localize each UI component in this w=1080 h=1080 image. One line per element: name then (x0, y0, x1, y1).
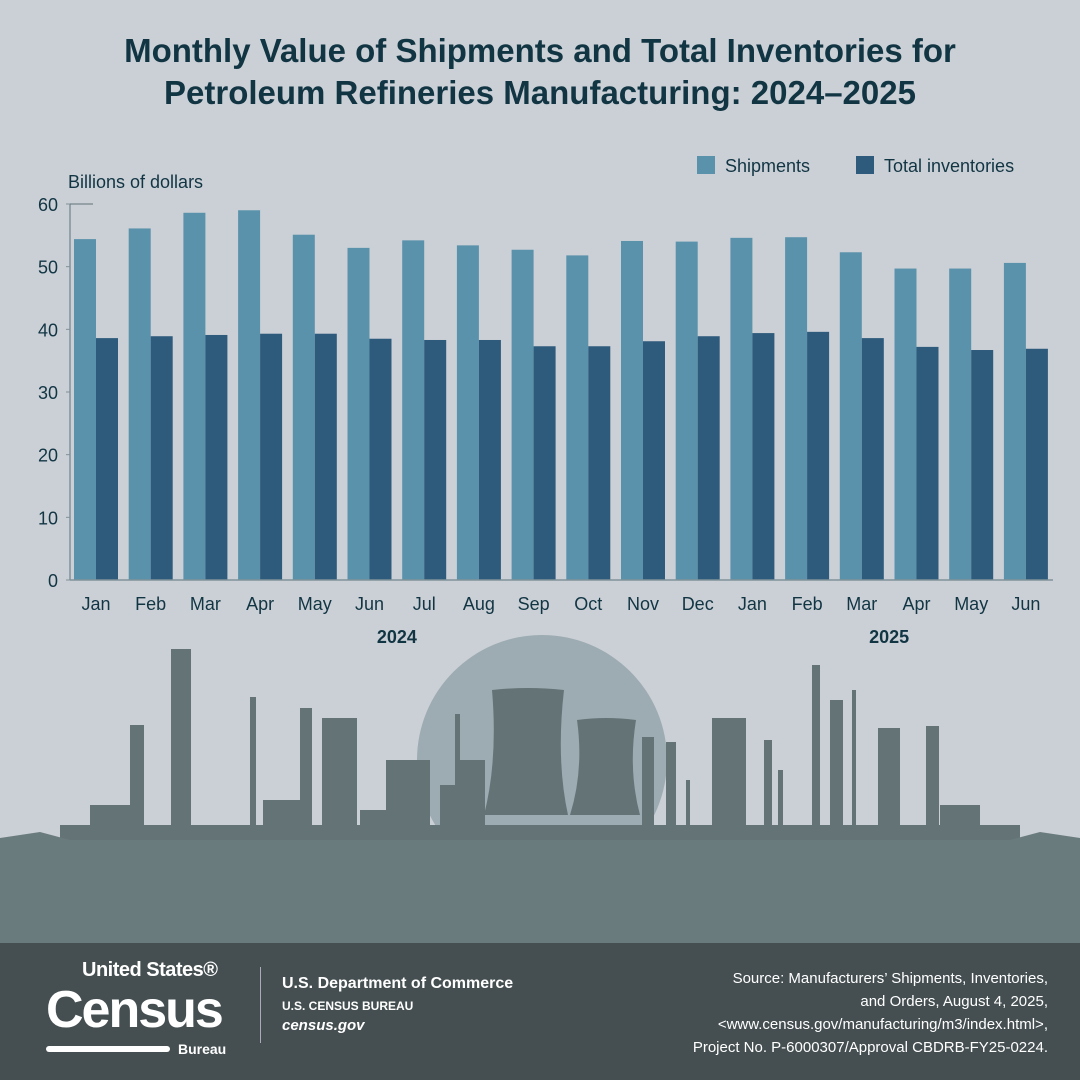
bar-shipments (621, 240, 643, 580)
x-tick-label: Mar (846, 594, 877, 614)
bar-inventories (807, 331, 830, 580)
bar-inventories (916, 346, 939, 580)
source-line: Project No. P-6000307/Approval CBDRB-FY2… (692, 1039, 1048, 1056)
title-line-1: Monthly Value of Shipments and Total Inv… (124, 32, 956, 69)
logo-bureau: Bureau (178, 1041, 227, 1057)
bar-shipments (292, 234, 315, 580)
footer: United States® Census Bureau U.S. Depart… (0, 943, 1080, 1080)
x-tick-label: Apr (902, 594, 930, 614)
x-tick-label: Dec (682, 594, 714, 614)
department-info: U.S. Department of Commerce U.S. CENSUS … (282, 975, 513, 1034)
y-tick-label: 50 (38, 258, 58, 278)
bar-inventories (150, 336, 173, 580)
bar-inventories (1025, 348, 1048, 580)
x-tick-label: Mar (190, 594, 221, 614)
bar-inventories (643, 341, 665, 580)
y-tick-label: 0 (48, 571, 58, 591)
bar-inventories (752, 333, 775, 580)
bar-shipments (566, 255, 589, 580)
x-tick-label: May (298, 594, 332, 614)
source-line: <www.census.gov/manufacturing/m3/index.h… (717, 1016, 1048, 1033)
census-bureau-logo[interactable]: United States® Census Bureau (46, 959, 246, 1067)
x-tick-label: Sep (518, 594, 550, 614)
y-tick-label: 20 (38, 446, 58, 466)
bar-shipments (402, 240, 425, 580)
bar-shipments (730, 237, 753, 580)
bar-inventories (205, 334, 228, 580)
y-tick-label: 30 (38, 383, 58, 403)
bar-shipments (1003, 262, 1026, 580)
source-note: Source: Manufacturers’ Shipments, Invent… (578, 967, 1048, 1059)
bar-inventories (369, 338, 392, 580)
x-tick-label: Jun (1011, 594, 1040, 614)
legend-label: Shipments (725, 156, 810, 176)
bar-inventories (861, 338, 884, 580)
bar-inventories (478, 339, 501, 580)
bar-shipments (238, 210, 261, 580)
legend-swatch (856, 156, 874, 174)
y-axis-label: Billions of dollars (68, 172, 203, 192)
bar-shipments (128, 228, 151, 580)
logo-underline (46, 1046, 170, 1052)
title-line-2: Petroleum Refineries Manufacturing: 2024… (164, 74, 916, 111)
refinery-skyline-illustration (0, 635, 1080, 943)
bar-inventories (697, 336, 720, 580)
legend-label: Total inventories (884, 156, 1014, 176)
x-tick-label: Apr (246, 594, 274, 614)
bar-inventories (971, 350, 994, 580)
y-tick-label: 10 (38, 508, 58, 528)
logo-united-states: United States® (82, 959, 218, 981)
x-tick-label: Jan (81, 594, 110, 614)
x-tick-label: Jan (738, 594, 767, 614)
y-tick-label: 60 (38, 195, 58, 215)
logo-census: Census (46, 981, 224, 1039)
bar-inventories (424, 339, 447, 580)
bureau-name: U.S. CENSUS BUREAU (282, 999, 414, 1013)
bar-shipments (675, 241, 698, 580)
bar-shipments (456, 245, 479, 581)
x-tick-label: Oct (574, 594, 602, 614)
x-tick-label: May (954, 594, 988, 614)
bar-shipments (183, 212, 206, 581)
x-tick-label: Feb (135, 594, 166, 614)
footer-divider (260, 967, 261, 1043)
bar-inventories (260, 333, 283, 580)
x-tick-label: Jul (413, 594, 436, 614)
x-tick-label: Jun (355, 594, 384, 614)
year-label: 2024 (377, 627, 417, 647)
bar-inventories (588, 346, 611, 580)
department-name: U.S. Department of Commerce (282, 975, 514, 992)
bar-shipments (949, 268, 972, 580)
year-label: 2025 (869, 627, 909, 647)
x-tick-label: Feb (792, 594, 823, 614)
legend-swatch (697, 156, 715, 174)
bar-shipments (347, 247, 370, 580)
bar-inventories (533, 346, 556, 580)
source-line: and Orders, August 4, 2025, (860, 993, 1048, 1010)
x-tick-label: Aug (463, 594, 495, 614)
source-line: Source: Manufacturers’ Shipments, Invent… (732, 970, 1048, 987)
bar-inventories (314, 333, 337, 580)
bar-shipments (74, 239, 96, 580)
y-tick-label: 40 (38, 320, 58, 340)
bar-inventories (96, 338, 118, 580)
bar-shipments (785, 237, 808, 581)
bar-shipments (511, 249, 534, 580)
website-link[interactable]: census.gov (282, 1017, 365, 1034)
bar-shipments (894, 268, 917, 580)
chart-title: Monthly Value of Shipments and Total Inv… (0, 30, 1080, 114)
x-tick-label: Nov (627, 594, 659, 614)
bar-chart: Billions of dollars 0 10 20 30 40 50 60 Jan Feb Ma… (38, 156, 1053, 647)
bar-shipments (839, 252, 862, 580)
